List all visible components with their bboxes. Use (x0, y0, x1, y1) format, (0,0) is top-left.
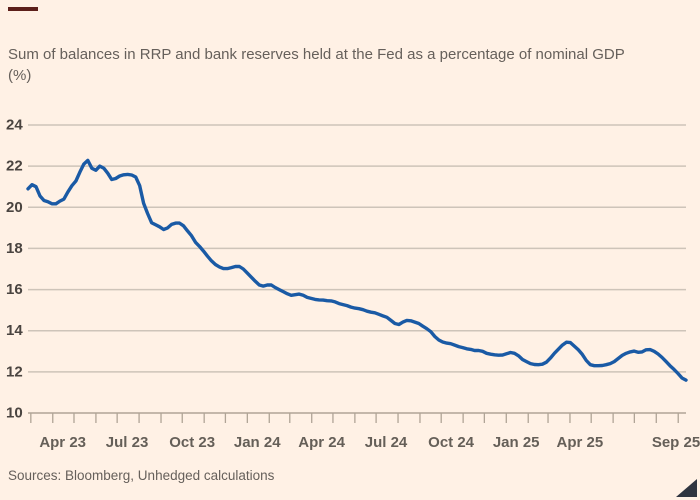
x-tick-label: Sep 25 (652, 434, 700, 451)
y-tick-label: 10 (6, 405, 23, 422)
y-tick-label: 22 (6, 158, 23, 175)
data-line-series (26, 158, 688, 382)
x-tick-label: Jul 24 (365, 434, 408, 451)
x-tick-label: Apr 24 (298, 434, 345, 451)
y-tick-label: 24 (6, 117, 23, 134)
y-tick-label: 12 (6, 363, 23, 380)
chart-title-line1: Sum of balances in RRP and bank reserves… (8, 46, 625, 63)
x-tick-label: Jan 25 (493, 434, 540, 451)
x-tick-label: Jul 23 (106, 434, 149, 451)
x-tick-label: Oct 24 (428, 434, 475, 451)
x-tick-label: Apr 25 (557, 434, 604, 451)
y-tick-label: 14 (6, 322, 23, 339)
y-tick-label: 20 (6, 199, 23, 216)
brand-bar (8, 7, 38, 11)
y-tick-label: 18 (6, 240, 23, 257)
source-note: Sources: Bloomberg, Unhedged calculation… (8, 468, 275, 483)
corner-triangle-icon (676, 479, 697, 497)
chart-title-unit: (%) (8, 67, 32, 84)
y-tick-label: 16 (6, 281, 23, 298)
x-tick-label: Jan 24 (234, 434, 281, 451)
x-tick-label: Apr 23 (39, 434, 86, 451)
x-tick-label: Oct 23 (169, 434, 215, 451)
chart-title: Sum of balances in RRP and bank reserves… (8, 44, 668, 86)
